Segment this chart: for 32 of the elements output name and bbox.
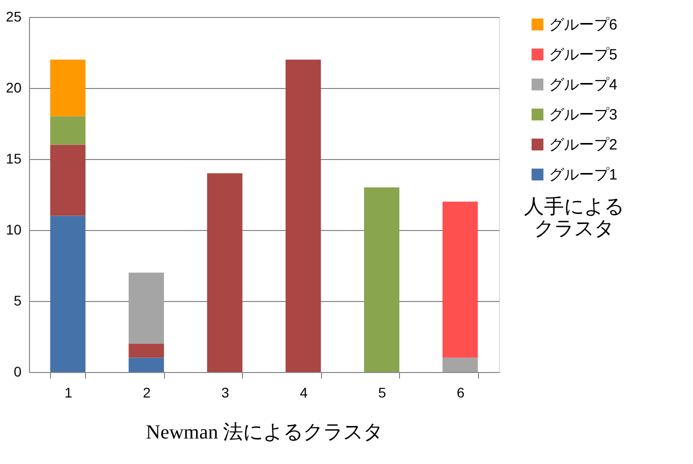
bar xyxy=(128,358,164,372)
legend-label: グループ5 xyxy=(549,46,618,64)
y-tick-label: 20 xyxy=(6,80,22,96)
bar xyxy=(442,202,478,358)
x-tick-label: 5 xyxy=(378,384,386,400)
bar xyxy=(442,358,478,372)
x-axis-title: Newman 法によるクラスタ xyxy=(146,422,384,444)
bar xyxy=(50,60,86,116)
bar xyxy=(286,60,321,372)
x-tick-label: 6 xyxy=(456,384,465,400)
bar xyxy=(50,144,86,216)
y-tick-label: 0 xyxy=(14,364,22,380)
y-tick-label: 15 xyxy=(6,150,22,166)
bar xyxy=(50,116,86,145)
bar xyxy=(128,272,164,344)
legend-title: 人手によるクラスタ xyxy=(524,196,624,240)
legend-label: グループ3 xyxy=(549,106,618,124)
y-tick-label: 5 xyxy=(14,292,22,308)
bar xyxy=(207,173,242,372)
x-tick-label: 2 xyxy=(142,384,151,400)
x-tick-label: 4 xyxy=(300,384,308,400)
y-tick-label: 10 xyxy=(6,222,22,238)
legend-label: グループ4 xyxy=(549,76,618,94)
bar xyxy=(364,187,400,372)
legend-label: グループ2 xyxy=(549,136,618,154)
bar xyxy=(128,344,164,358)
bar xyxy=(50,216,86,372)
legend-label: グループ1 xyxy=(549,166,618,184)
legend-label: グループ6 xyxy=(549,16,618,34)
x-tick-label: 3 xyxy=(221,384,230,400)
x-tick-label: 1 xyxy=(64,384,72,400)
y-tick-label: 25 xyxy=(6,8,22,24)
